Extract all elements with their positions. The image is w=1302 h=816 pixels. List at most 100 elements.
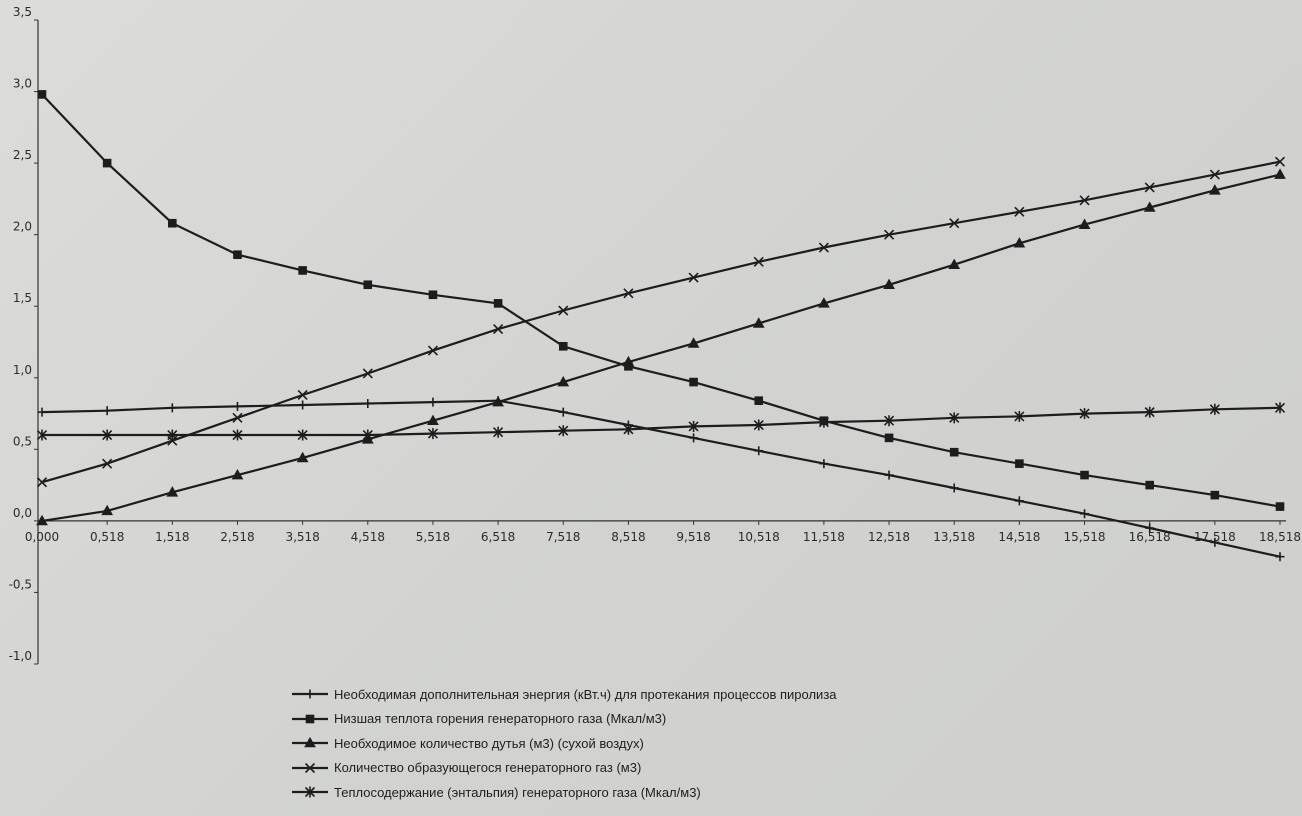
series-3 — [36, 168, 1286, 526]
series-2-line — [41, 93, 1281, 508]
series-5-point — [427, 428, 439, 440]
series-2 — [37, 90, 1285, 511]
y-tick-label: 2,0 — [13, 220, 32, 234]
series-1-point — [689, 433, 699, 443]
series-5-point — [818, 416, 829, 428]
series-5-point — [558, 425, 569, 437]
series-1-point — [363, 399, 373, 409]
series-3-point — [883, 278, 895, 290]
series-4-point — [1079, 195, 1090, 206]
series-2-point — [493, 299, 503, 308]
x-tick-label: 13,518 — [933, 530, 975, 544]
y-tick-label: -0,5 — [9, 577, 32, 591]
legend-item: Количество образующегося генераторного г… — [292, 756, 837, 781]
series-3-point — [427, 414, 439, 426]
series-3-point — [948, 258, 961, 270]
series-5-line — [42, 406, 1281, 437]
y-tick-label: 1,0 — [13, 363, 32, 377]
legend-label: Теплосодержание (энтальпия) генераторног… — [334, 784, 701, 800]
series-1-point — [949, 483, 959, 493]
legend-marker — [304, 786, 316, 798]
series-3-point — [687, 337, 700, 348]
legend-marker — [304, 762, 316, 773]
series-3-point — [492, 395, 504, 407]
series-2-point — [233, 250, 242, 260]
series-1-point — [558, 407, 568, 417]
series-4-point — [297, 389, 308, 401]
series-3-line — [41, 173, 1281, 522]
series-1-point — [1080, 509, 1090, 519]
series-4-point — [102, 458, 113, 469]
series-5-point — [1144, 406, 1155, 418]
x-tick-label: 10,518 — [738, 530, 780, 544]
series-1-point — [1210, 537, 1220, 547]
series-1-point — [1014, 496, 1024, 506]
y-tick-label: 3,5 — [13, 5, 32, 19]
y-axis: -1,0 -0,5 0,0 0,5 1,0 1,5 2,0 2,5 3,0 3,5 — [9, 5, 39, 665]
series-2-point — [884, 433, 894, 443]
legend-swatch-plus — [292, 689, 328, 699]
series-1 — [37, 396, 1285, 562]
series-2-point — [37, 90, 47, 99]
series-1-point — [37, 407, 47, 417]
y-tick-label: -1,0 — [9, 649, 32, 663]
series-2-point — [168, 218, 177, 228]
x-tick-label: 8,518 — [611, 530, 645, 544]
legend-swatch-triangle — [292, 737, 328, 748]
series-5-point — [297, 429, 308, 441]
series-5-point — [232, 429, 243, 441]
series-4-point — [232, 412, 243, 423]
series-5-point — [1079, 408, 1090, 420]
series-4-point — [493, 324, 504, 335]
series-4-point — [1014, 206, 1025, 217]
series-4-point — [753, 256, 764, 267]
series-2-point — [102, 158, 112, 168]
series-2-point — [1145, 480, 1154, 490]
series-5-point — [1274, 402, 1286, 414]
series-3-point — [36, 514, 48, 526]
series-5 — [36, 402, 1286, 441]
x-tick-label: 3,518 — [285, 530, 319, 544]
series-2-point — [363, 280, 373, 290]
series-1-point — [232, 401, 242, 411]
series-2-point — [949, 447, 959, 457]
series-5-point — [493, 426, 504, 438]
x-tick-label: 9,518 — [676, 530, 710, 544]
series-3-point — [1274, 168, 1286, 179]
series-2-point — [1275, 502, 1285, 511]
series-4-point — [1274, 156, 1286, 167]
x-tick-label: 16,518 — [1129, 530, 1171, 544]
y-tick-label: 0,0 — [13, 506, 32, 520]
series-5-point — [102, 429, 113, 441]
series-3-point — [752, 317, 765, 328]
series-3-point — [1078, 218, 1091, 229]
series-4-point — [1209, 169, 1220, 180]
legend-marker — [305, 689, 315, 699]
x-tick-label: 14,518 — [998, 530, 1040, 544]
series-2-point — [689, 377, 698, 387]
series-3-point — [557, 375, 570, 387]
y-tick-label: 1,5 — [13, 291, 32, 305]
series-lines — [36, 90, 1286, 562]
series-5-point — [362, 429, 373, 441]
series-5-point — [688, 420, 699, 432]
series-5-point — [36, 429, 48, 441]
series-3-point — [101, 504, 114, 516]
x-tick-label: 7,518 — [546, 530, 580, 544]
series-4-point — [949, 218, 960, 229]
x-tick-label: 11,518 — [803, 530, 845, 544]
legend-swatch-star — [292, 786, 328, 798]
series-2-point — [754, 396, 764, 405]
series-1-point — [167, 403, 177, 413]
series-4-point — [558, 305, 569, 316]
legend-swatch-square — [292, 714, 328, 724]
series-5-point — [1014, 410, 1025, 422]
series-4-point — [688, 272, 699, 283]
series-4-point — [36, 477, 48, 488]
legend-marker — [305, 714, 315, 724]
series-5-point — [949, 412, 960, 424]
series-2-point — [298, 266, 307, 275]
legend-marker — [304, 737, 316, 748]
series-4-line — [41, 160, 1281, 484]
series-5-point — [753, 419, 764, 431]
